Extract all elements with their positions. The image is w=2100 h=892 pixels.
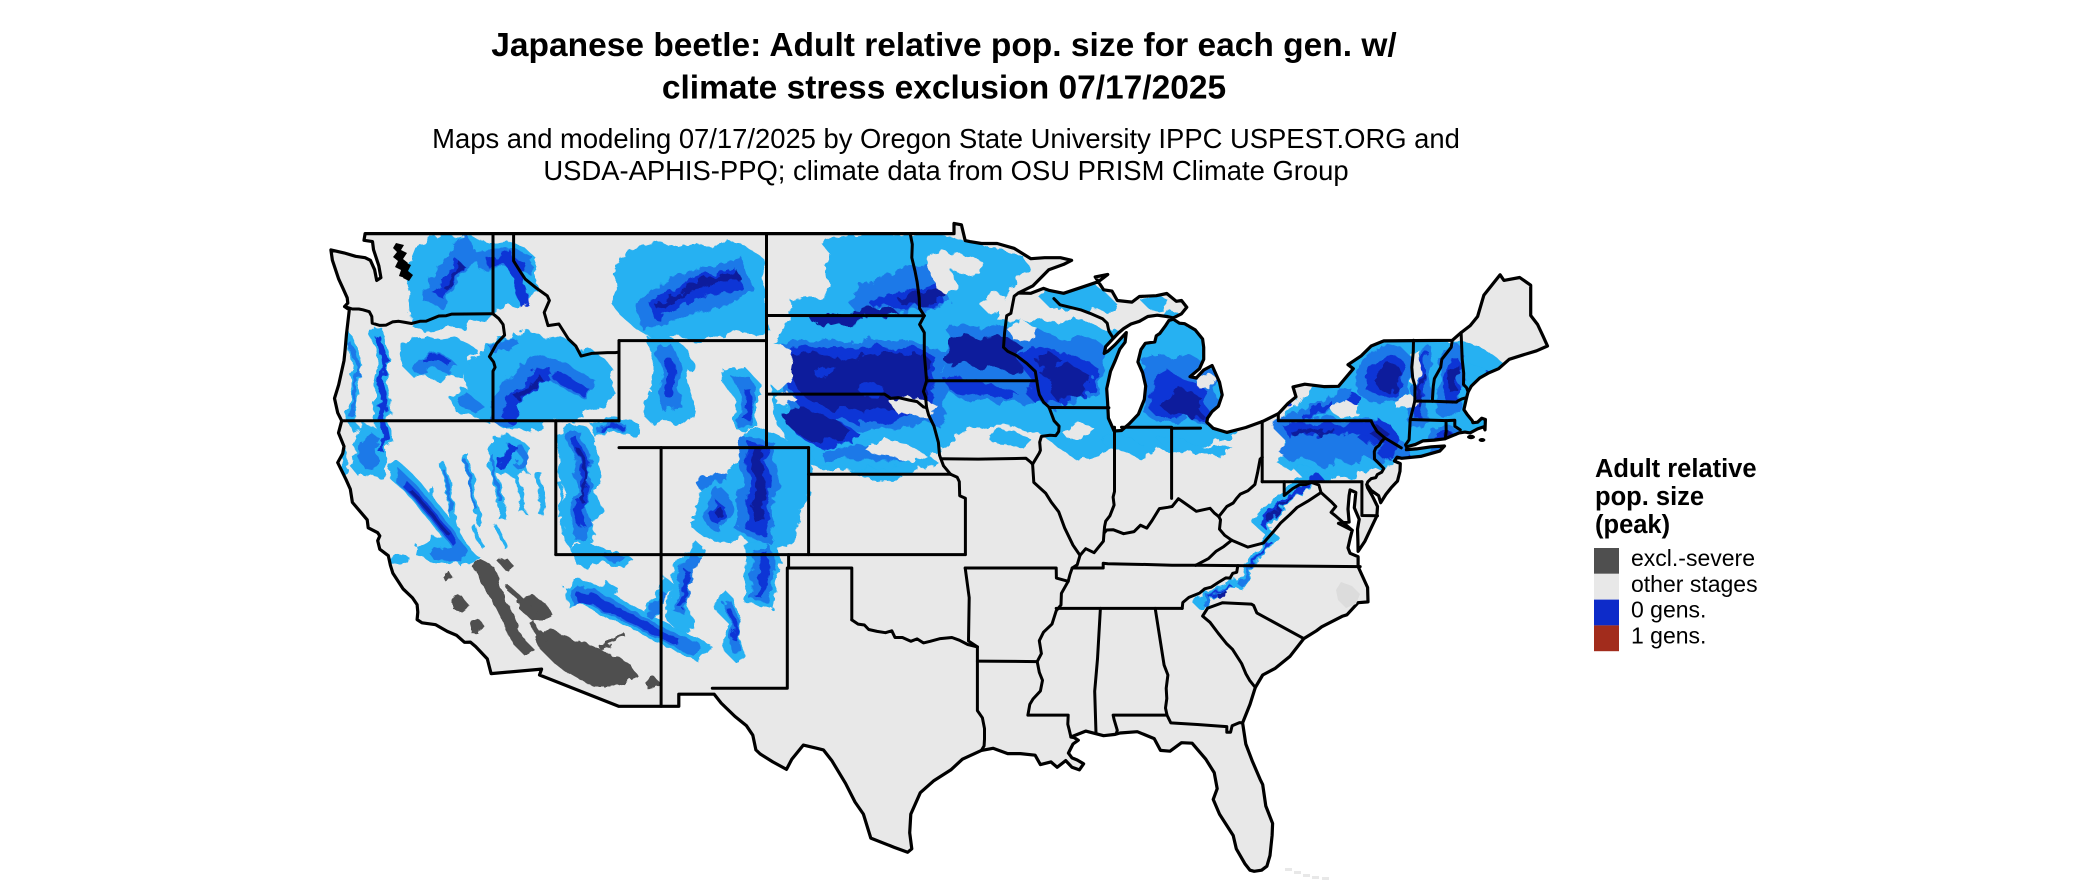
svg-text:pop. size: pop. size (1595, 483, 1704, 511)
svg-text:1 gens.: 1 gens. (1631, 622, 1706, 648)
svg-text:Adult relative: Adult relative (1595, 455, 1757, 483)
svg-text:Japanese beetle: Adult relativ: Japanese beetle: Adult relative pop. siz… (491, 27, 1396, 64)
svg-text:0 gens.: 0 gens. (1631, 597, 1706, 623)
svg-text:excl.-severe: excl.-severe (1631, 545, 1755, 571)
svg-text:Maps and modeling 07/17/2025 b: Maps and modeling 07/17/2025 by Oregon S… (432, 123, 1460, 154)
svg-text:climate stress exclusion 07/17: climate stress exclusion 07/17/2025 (662, 69, 1226, 106)
svg-text:(peak): (peak) (1595, 511, 1670, 539)
svg-text:other stages: other stages (1631, 571, 1758, 597)
svg-text:USDA-APHIS-PPQ; climate data f: USDA-APHIS-PPQ; climate data from OSU PR… (543, 155, 1348, 186)
